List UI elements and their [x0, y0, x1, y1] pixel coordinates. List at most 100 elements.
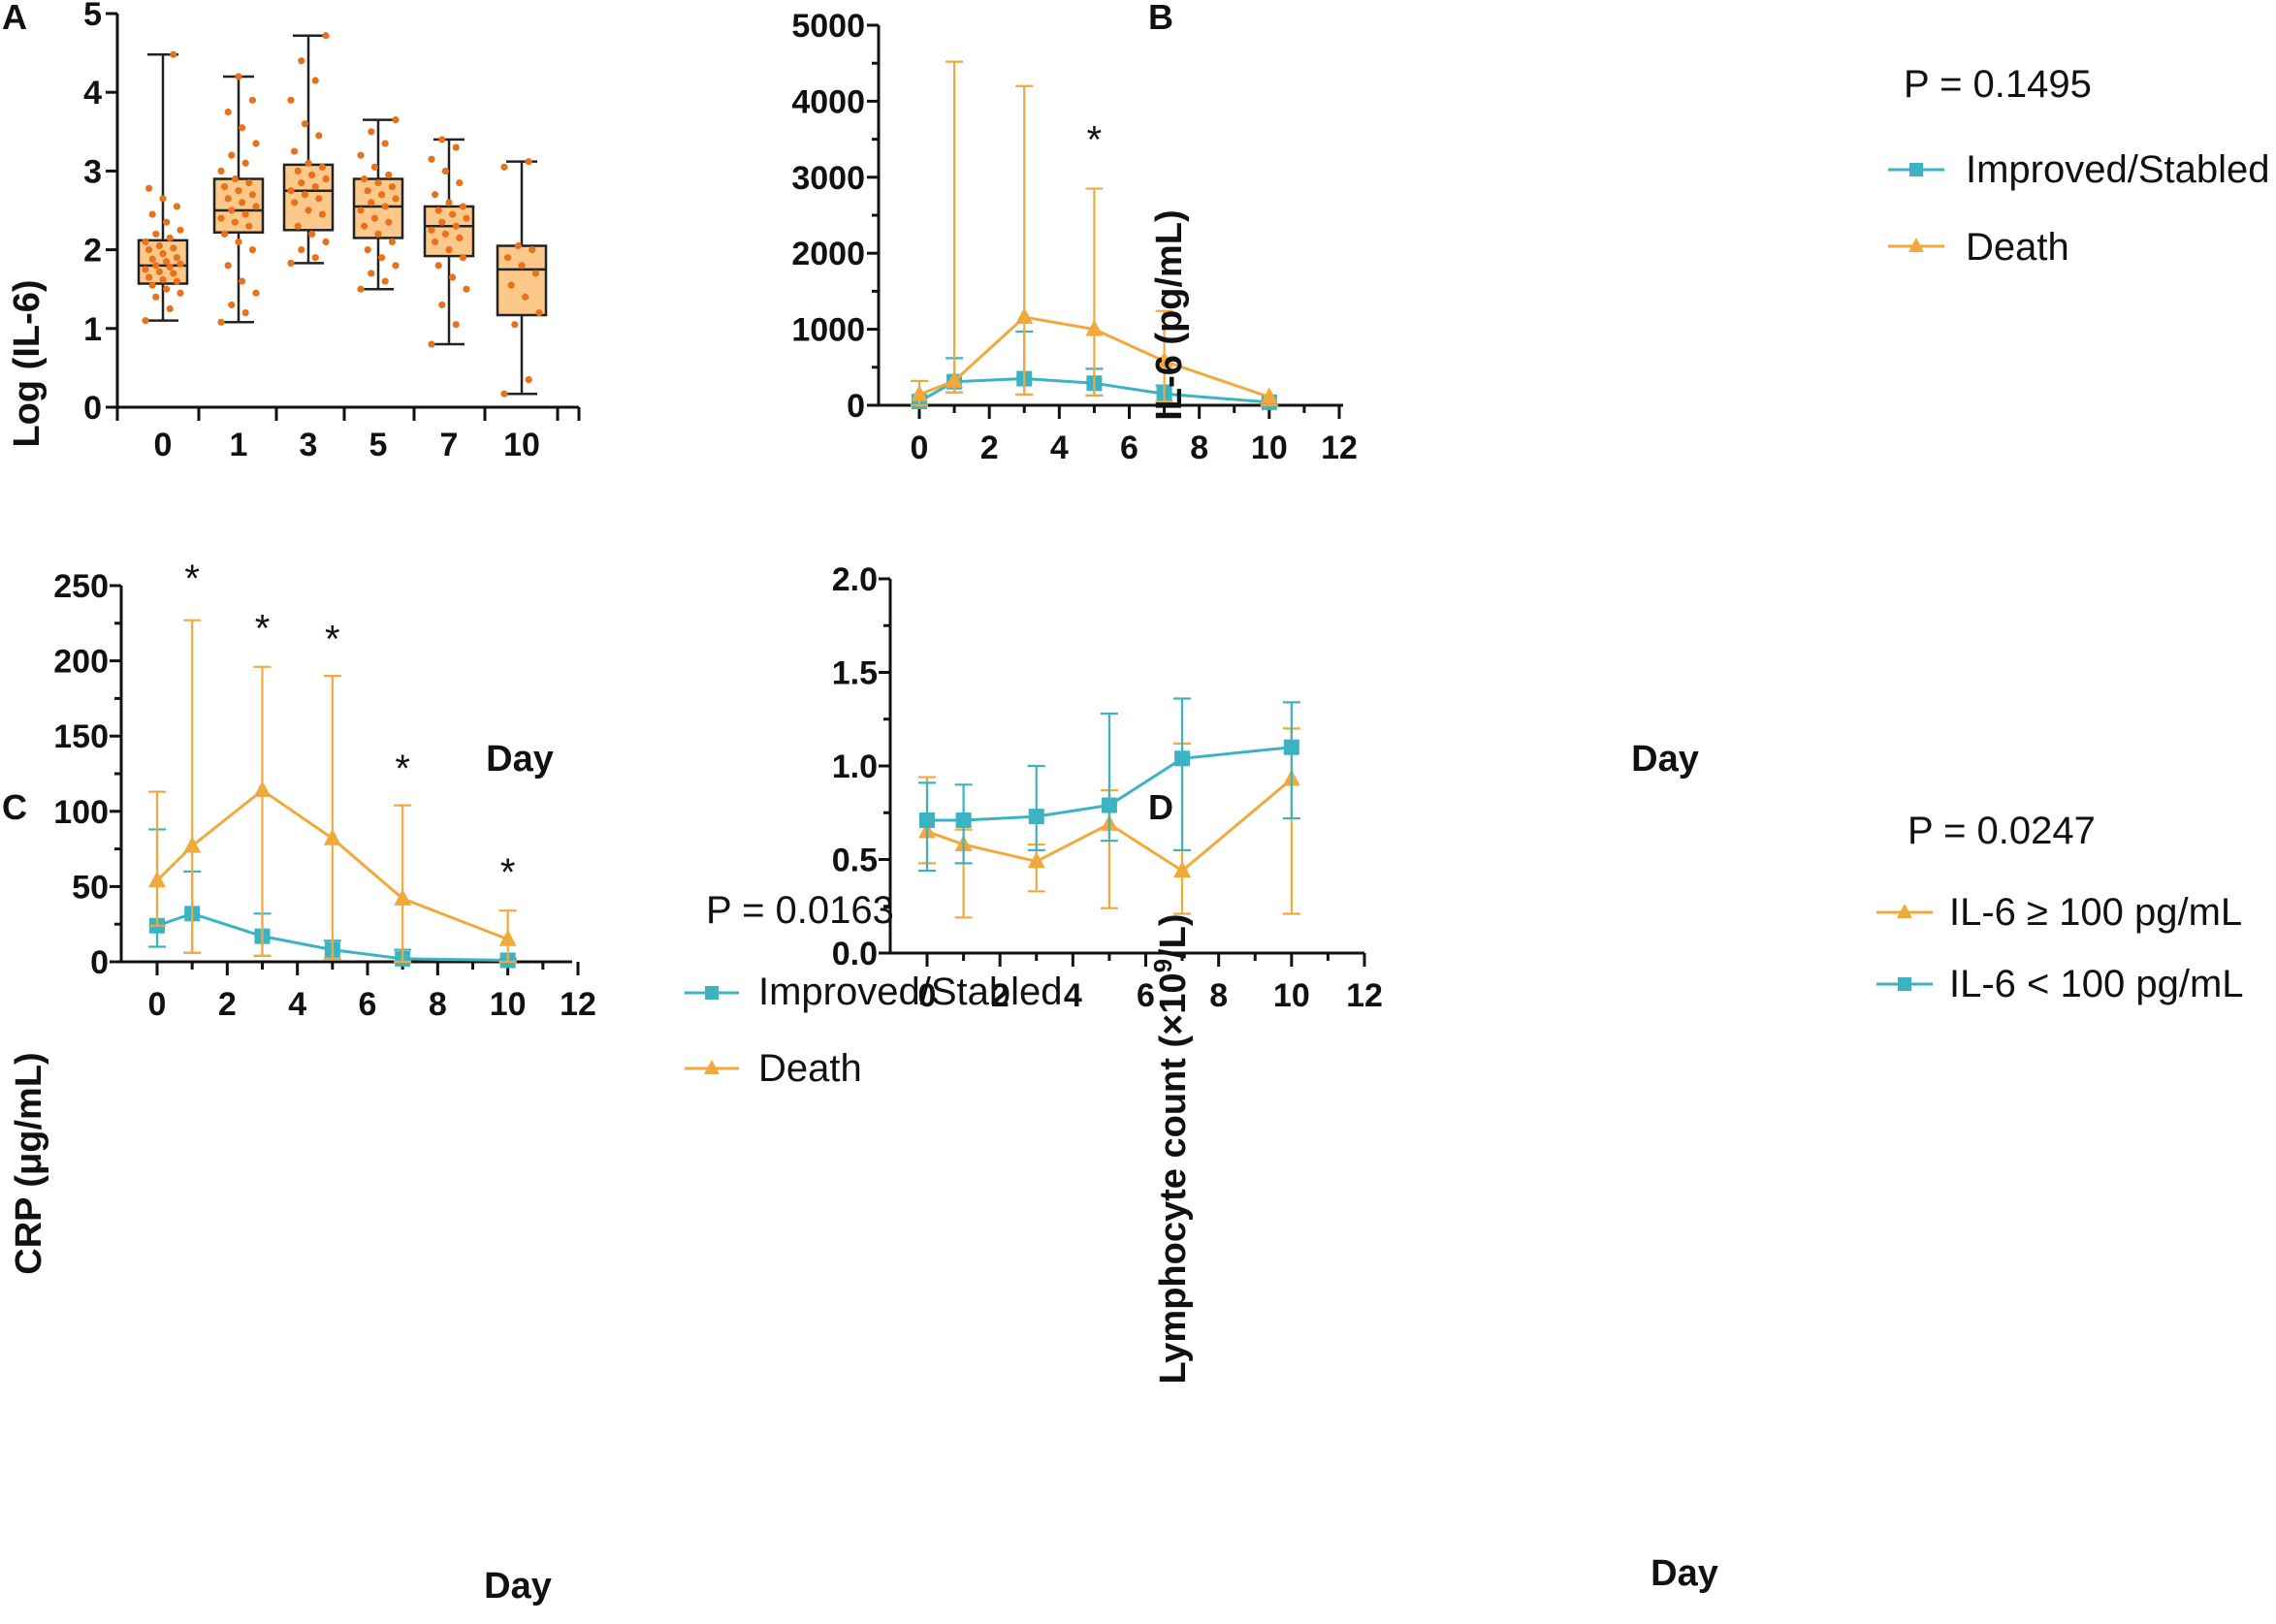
panel-a-boxplot: 0 1 2 3 4 5 0 1 3 5 7 10: [83, 0, 581, 463]
panel-d-series-2-point: [1283, 739, 1299, 755]
panel-a-data-point: [428, 226, 435, 234]
panel-c-series-2-point: [498, 929, 517, 946]
panel-a-data-point: [231, 218, 239, 226]
panel-b-il6-chart: 0 1000 2000 3000 4000 5000 0 2 4 6 8 10 12 *: [791, 8, 1944, 466]
panel-a-data-point: [434, 207, 442, 214]
panel-a-data-point: [287, 259, 295, 268]
panel-a-data-point: [318, 163, 326, 171]
panel-a-y-tick-label: 0: [83, 390, 102, 427]
panel-d-y-tick-label: 2.0: [832, 561, 878, 598]
panel-d-legend-label-1: IL-6 ≥ 100 pg/mL: [1949, 891, 2242, 934]
panel-c-x-tick-label: 6: [359, 986, 377, 1023]
panel-a-data-point: [217, 214, 225, 222]
panel-a-y-tick-label: 2: [83, 233, 102, 270]
panel-c-y-tick-label: 50: [72, 869, 109, 906]
panel-c-x-tick-label: 2: [218, 986, 237, 1023]
panel-a-data-point: [217, 167, 225, 175]
panel-b-series-1-legend-marker: [1909, 163, 1923, 176]
panel-a-data-point: [155, 268, 163, 275]
panel-a-data-point: [428, 340, 435, 348]
panel-b-y-title: IL-6 (pg/mL): [1149, 209, 1190, 420]
panel-a-data-point: [173, 203, 180, 210]
panel-letter-a: A: [2, 0, 27, 37]
panel-b-x-tick-label: 12: [1321, 430, 1358, 466]
panel-a-data-point: [428, 155, 435, 163]
panel-a-data-point: [522, 293, 529, 301]
panel-d-series-2-legend-marker: [1898, 977, 1911, 991]
panel-a-data-point: [241, 210, 249, 218]
panel-a-data-point: [235, 73, 242, 80]
panel-c-x-tick-label: 4: [288, 986, 306, 1023]
panel-c-significance-star: *: [395, 748, 410, 790]
panel-a-data-point: [176, 289, 184, 297]
panel-b-x-tick-label: 0: [911, 430, 929, 466]
panel-a-y-tick-label: 1: [83, 311, 102, 348]
panel-a-x-tick-label: 0: [154, 427, 173, 463]
panel-a-data-point: [163, 218, 171, 226]
panel-a-data-point: [241, 308, 249, 317]
panel-a-data-point: [322, 238, 330, 246]
panel-a-data-point: [322, 32, 330, 40]
panel-c-y-title: CRP (μg/mL): [9, 1052, 49, 1274]
panel-a-data-point: [438, 218, 446, 226]
panel-a-data-point: [294, 222, 302, 230]
panel-a-data-point: [364, 187, 371, 195]
panel-a-data-point: [152, 230, 160, 238]
panel-b-y-tick-label: 4000: [791, 83, 865, 120]
panel-a-box: [282, 163, 335, 232]
panel-a-data-point: [142, 317, 149, 325]
panel-a-data-point: [357, 207, 365, 214]
panel-a-data-point: [291, 199, 299, 207]
panel-d-series-1-line: [926, 778, 1293, 873]
panel-c-series-2-point: [394, 888, 412, 906]
panel-d-y-tick-label: 0.5: [832, 843, 878, 879]
panel-a-data-point: [148, 281, 156, 289]
panel-d-series-1-point: [1173, 861, 1192, 878]
panel-a-data-point: [224, 195, 232, 203]
panel-a-data-point: [529, 246, 536, 254]
panel-a-data-point: [166, 304, 174, 313]
panel-a-data-point: [241, 159, 249, 167]
panel-b-series-2-point: [911, 385, 928, 402]
panel-d-series-2-point: [1101, 797, 1117, 813]
panel-d-series-1-point: [1027, 851, 1045, 869]
panel-b-x-title: Day: [1631, 739, 1699, 780]
panel-a-data-point: [245, 178, 253, 187]
panel-a-x-tick-label: 10: [503, 427, 540, 463]
panel-a-data-point: [452, 143, 460, 151]
panel-a-data-point: [370, 163, 378, 171]
panel-a-data-point: [514, 241, 523, 250]
panel-b-series-2-point: [1260, 387, 1278, 404]
panel-a-data-point: [308, 171, 316, 179]
panel-b-legend-label-1: Improved/Stabled: [1966, 148, 2270, 191]
panel-b-y-tick-label: 3000: [791, 160, 865, 197]
panel-b-y-tick-label: 2000: [791, 236, 865, 272]
panel-a-data-point: [525, 375, 532, 384]
panel-a-data-point: [381, 140, 389, 147]
panel-a-data-point: [298, 246, 305, 254]
panel-d-x-tick-label: 4: [1064, 977, 1082, 1014]
panel-a-data-point: [159, 195, 167, 203]
panel-a-data-point: [311, 77, 319, 84]
panel-a-data-point: [148, 210, 156, 218]
panel-d-series-2-point: [955, 812, 972, 828]
panel-a-data-point: [507, 281, 515, 289]
panel-a-x-tick-label: 7: [440, 427, 459, 463]
panel-d-y-title: Lymphocyte count (×109/L): [1148, 914, 1194, 1385]
panel-b-x-tick-label: 6: [1120, 430, 1138, 466]
panel-a-data-point: [511, 321, 519, 329]
panel-a-data-point: [248, 96, 256, 104]
panel-a-data-point: [368, 199, 375, 207]
panel-d-lymphocyte-chart: 0.0 0.5 1.0 1.5 2.0 0 2 4 6 8 10 12: [832, 561, 1933, 1014]
panel-a-data-point: [370, 214, 378, 222]
panel-c-significance-star: *: [500, 851, 516, 894]
panel-a-data-point: [221, 183, 229, 191]
panel-b-series-2-point: [1015, 307, 1034, 325]
panel-a-data-point: [315, 195, 323, 203]
panel-d-series-1-legend-marker: [1897, 904, 1912, 918]
panel-b-p-value: P = 0.1495: [1904, 63, 2092, 106]
panel-c-series-2-point: [253, 780, 272, 798]
panel-a-data-point: [142, 238, 149, 246]
panel-d-y-tick-label: 1.5: [832, 655, 878, 692]
